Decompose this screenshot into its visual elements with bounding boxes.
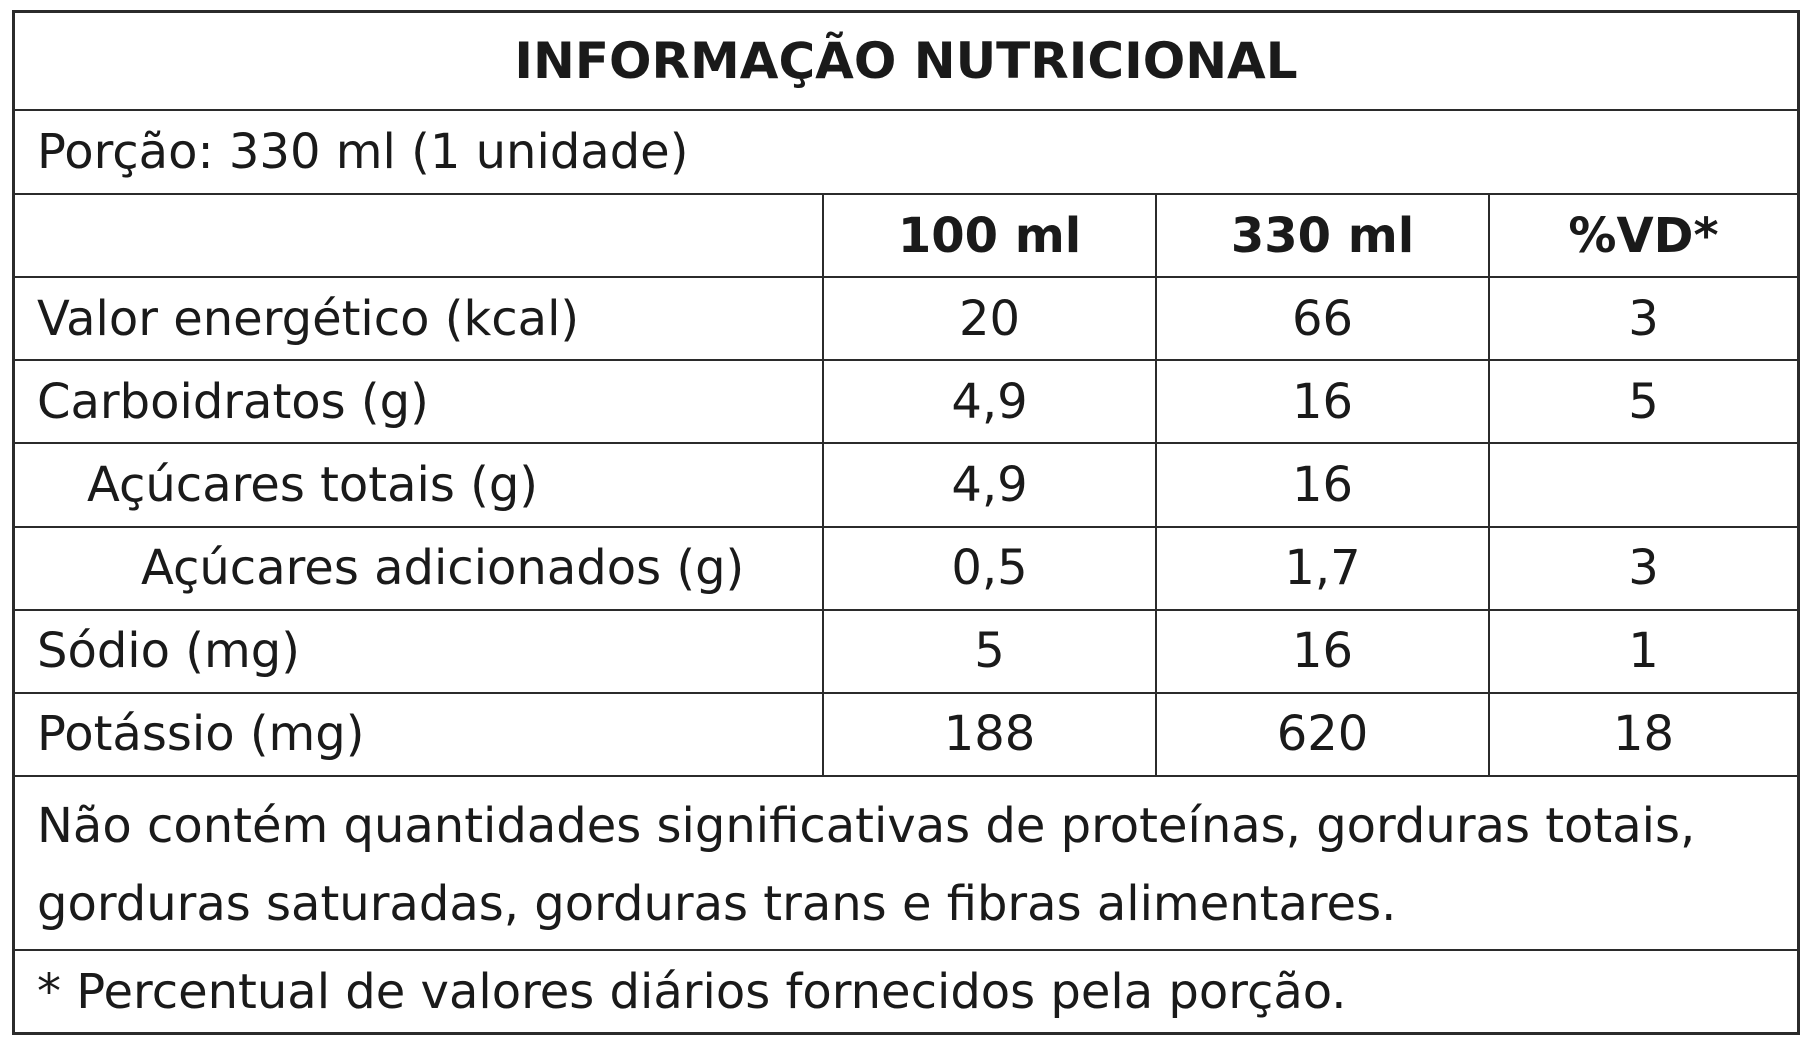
header-daily-value: %VD*	[1489, 195, 1797, 279]
table-header-row: 100 ml 330 ml %VD*	[15, 195, 1797, 279]
table-row: Sódio (mg) 5 16 1	[15, 609, 1797, 694]
nutrient-table: 100 ml 330 ml %VD* Valor energético (kca…	[15, 195, 1797, 775]
value-daily-percent: 3	[1489, 526, 1797, 611]
value-daily-percent: 18	[1612, 706, 1675, 763]
table-row: Açúcares totais (g) 4,9 16	[15, 443, 1797, 528]
nutrient-table-band: 100 ml 330 ml %VD* Valor energético (kca…	[15, 195, 1797, 777]
header-nutrient	[15, 195, 824, 279]
header-per-330ml: 330 ml	[1156, 195, 1490, 279]
label-title: INFORMAÇÃO NUTRICIONAL	[514, 32, 1298, 90]
daily-value-footnote: * Percentual de valores diários fornecid…	[37, 963, 1347, 1020]
header-per-100ml: 100 ml	[823, 195, 1157, 279]
title-band: INFORMAÇÃO NUTRICIONAL	[15, 13, 1797, 111]
value-per-330ml: 66	[1156, 277, 1490, 362]
value-daily-percent: 5	[1489, 360, 1797, 445]
portion-band: Porção: 330 ml (1 unidade)	[15, 111, 1797, 195]
value-per-330ml: 16	[1156, 609, 1490, 694]
value-daily-percent: 1	[1489, 609, 1797, 694]
value-per-100ml: 20	[823, 277, 1157, 362]
value-daily-percent: 3	[1489, 277, 1797, 362]
table-row: Valor energético (kcal) 20 66 3	[15, 277, 1797, 362]
not-significant-note: Não contém quantidades significativas de…	[15, 777, 1797, 951]
nutrient-name: Valor energético (kcal)	[15, 277, 824, 362]
nutrition-facts-label: INFORMAÇÃO NUTRICIONAL Porção: 330 ml (1…	[12, 10, 1800, 1035]
table-row: Potássio (mg) 188 620 18	[15, 692, 1797, 775]
value-per-100ml: 0,5	[823, 526, 1157, 611]
nutrient-name: Açúcares totais (g)	[15, 443, 824, 528]
value-per-330ml: 620	[1156, 692, 1490, 775]
value-daily-percent	[1489, 443, 1797, 528]
nutrient-name: Sódio (mg)	[15, 609, 824, 694]
value-per-330ml: 16	[1156, 360, 1490, 445]
nutrient-name: Açúcares adicionados (g)	[15, 526, 824, 611]
value-per-330ml: 1,7	[1156, 526, 1490, 611]
table-row: Açúcares adicionados (g) 0,5 1,7 3	[15, 526, 1797, 611]
value-per-100ml: 188	[823, 692, 1157, 775]
table-row: Carboidratos (g) 4,9 16 5	[15, 360, 1797, 445]
nutrient-name: Carboidratos (g)	[15, 360, 824, 445]
value-per-100ml: 5	[823, 609, 1157, 694]
value-per-330ml: 16	[1156, 443, 1490, 528]
value-per-100ml: 4,9	[823, 443, 1157, 528]
nutrient-name: Potássio (mg)	[15, 692, 824, 775]
portion-size: Porção: 330 ml (1 unidade)	[37, 124, 689, 180]
value-per-100ml: 4,9	[823, 360, 1157, 445]
